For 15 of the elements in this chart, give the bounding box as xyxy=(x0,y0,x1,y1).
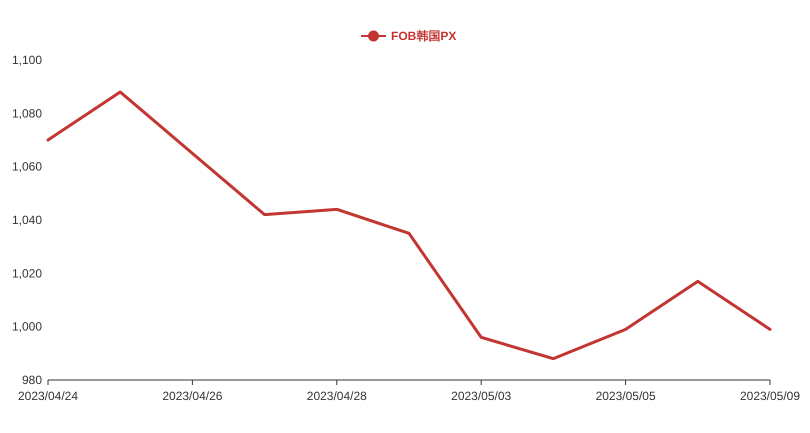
x-tick-label: 2023/05/09 xyxy=(740,389,800,403)
x-tick-label: 2023/05/05 xyxy=(596,389,656,403)
x-tick-label: 2023/04/26 xyxy=(162,389,223,403)
y-tick-label: 980 xyxy=(22,373,42,387)
y-tick-label: 1,080 xyxy=(12,106,42,120)
y-tick-label: 1,100 xyxy=(12,53,42,67)
line-series xyxy=(46,90,772,360)
x-tick-label: 2023/04/28 xyxy=(306,389,368,403)
x-tick-label: 2023/05/03 xyxy=(451,389,512,403)
y-tick-label: 1,060 xyxy=(12,160,42,174)
x-tick-label: 2023/04/24 xyxy=(18,389,78,403)
legend-label: FOB韩国PX xyxy=(391,29,456,43)
y-tick-label: 1,040 xyxy=(12,213,42,227)
y-tick-label: 1,020 xyxy=(12,266,42,280)
y-tick-label: 1,000 xyxy=(12,320,42,334)
